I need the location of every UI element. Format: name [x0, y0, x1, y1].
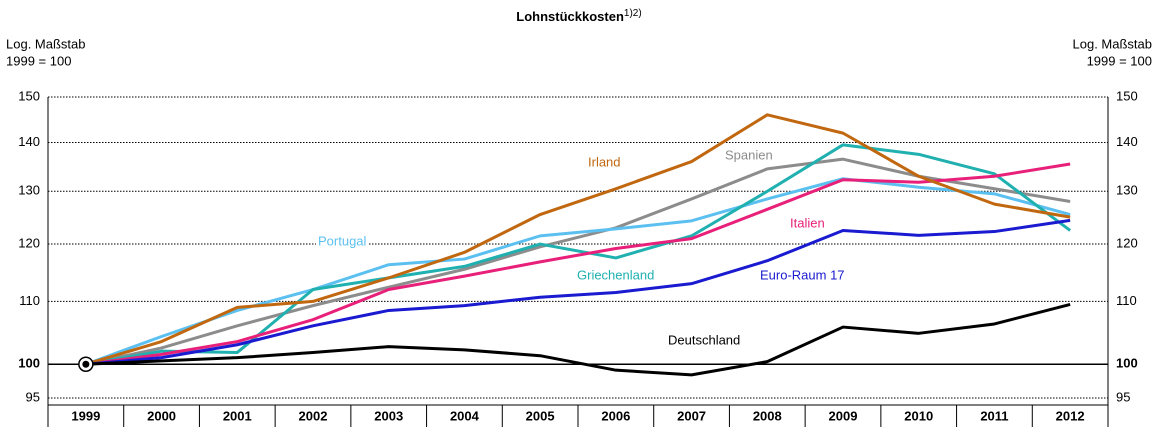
- right-axis-label: 1999 = 100: [1087, 53, 1152, 68]
- series-line: [85, 302, 1071, 377]
- series-line: [85, 113, 1071, 366]
- y2-tick-label: 95: [1116, 389, 1130, 404]
- x-tick-label: 2010: [904, 408, 933, 423]
- title-main: Lohnstückkosten: [516, 9, 624, 24]
- y-tick-label: 110: [19, 293, 40, 308]
- x-tick-label: 2002: [299, 408, 328, 423]
- series-line: [85, 162, 1071, 366]
- x-tick-label: 2007: [677, 408, 706, 423]
- series-label: Portugal: [318, 233, 367, 248]
- series-label: Deutschland: [668, 332, 740, 347]
- left-axis-label: 1999 = 100: [6, 53, 71, 68]
- x-tick-label: 2001: [223, 408, 252, 423]
- x-tick-label: 2012: [1056, 408, 1085, 423]
- series-label: Euro-Raum 17: [760, 267, 845, 282]
- series-label: Italien: [790, 215, 825, 230]
- x-tick-label: 2000: [147, 408, 176, 423]
- series-line: [85, 218, 1071, 366]
- y-tick-label: 120: [18, 235, 40, 250]
- y2-tick-label: 150: [1116, 88, 1138, 103]
- y-tick-label: 130: [18, 183, 40, 198]
- x-tick-label: 2003: [374, 408, 403, 423]
- x-tick-label: 2004: [450, 408, 480, 423]
- x-tick-label: 2006: [601, 408, 630, 423]
- y2-tick-label: 120: [1116, 235, 1138, 250]
- y2-tick-label: 110: [1116, 293, 1137, 308]
- y2-tick-label: 130: [1116, 183, 1138, 198]
- series-label: Griechenland: [577, 267, 654, 282]
- y2-tick-label: 100: [1116, 356, 1138, 371]
- chart-title: Lohnstückkosten1)2): [516, 8, 641, 25]
- y-tick-label: 95: [26, 389, 40, 404]
- y-tick-label: 100: [18, 356, 40, 371]
- right-axis-label: Log. Maßstab: [1073, 36, 1153, 51]
- x-tick-label: 2005: [526, 408, 555, 423]
- x-tick-label: 1999: [71, 408, 100, 423]
- x-tick-label: 2008: [753, 408, 782, 423]
- x-tick-label: 2011: [980, 408, 1008, 423]
- title-superscript: 1)2): [624, 8, 642, 19]
- x-tick-label: 2009: [829, 408, 858, 423]
- start-marker-dot: [82, 360, 90, 368]
- series-line: [85, 157, 1071, 366]
- y-tick-label: 150: [18, 88, 40, 103]
- y2-tick-label: 140: [1116, 134, 1138, 149]
- series-label: Irland: [588, 154, 621, 169]
- series-label: Spanien: [725, 147, 773, 162]
- y-tick-label: 140: [18, 134, 40, 149]
- left-axis-label: Log. Maßstab: [6, 36, 86, 51]
